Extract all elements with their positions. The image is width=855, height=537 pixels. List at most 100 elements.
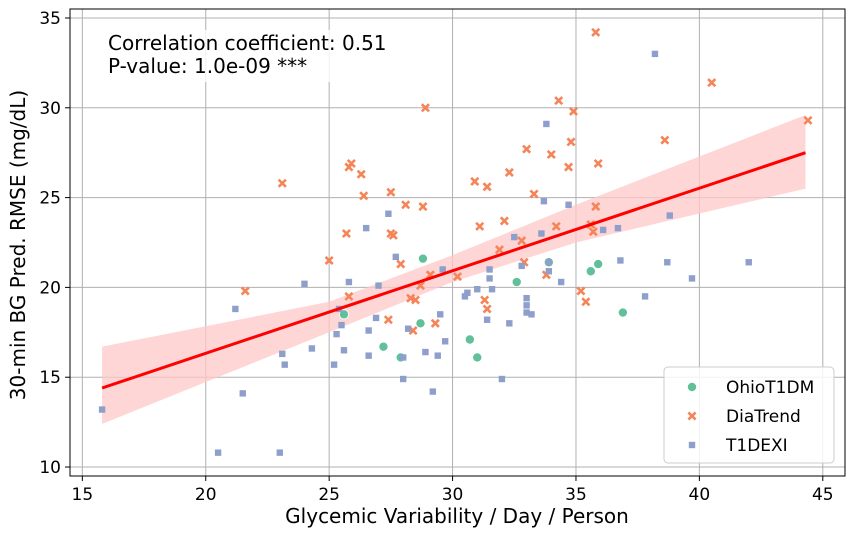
x-marker-stroke <box>504 167 514 177</box>
y-tick-label: 35 <box>39 9 61 29</box>
t1dexi-point <box>345 278 353 286</box>
x-marker-stroke <box>480 295 490 305</box>
diatrend-point <box>383 315 393 325</box>
t1dexi-point <box>365 352 372 359</box>
t1dexi-point <box>538 230 545 237</box>
t1dexi-point <box>523 302 530 309</box>
plot-frame <box>69 8 846 477</box>
diatrend-point <box>480 295 490 305</box>
diatrend-point <box>529 189 539 199</box>
y-tick-label: 25 <box>39 189 61 209</box>
x-marker-stroke <box>803 115 813 125</box>
x-marker-stroke <box>425 270 435 280</box>
t1dexi-point <box>404 325 412 332</box>
legend-label-ohiot1dm: OhioT1DM <box>726 378 814 398</box>
diatrend-point <box>576 286 586 296</box>
ohiot1dm-point <box>511 277 522 288</box>
diatrend-point <box>344 291 354 301</box>
x-marker-stroke <box>388 230 398 240</box>
ohiot1dm-point <box>378 341 389 352</box>
diatrend-point <box>388 230 398 240</box>
diatrend-point <box>564 162 574 172</box>
series-t1dexi <box>98 50 752 456</box>
diatrend-point <box>401 200 411 210</box>
t1dexi-point <box>372 314 380 322</box>
diatrend-point <box>803 115 813 125</box>
x-tick-label: 30 <box>442 485 464 505</box>
y-axis-ticks: 10 15 20 25 30 35 <box>39 9 70 478</box>
x-marker-stroke <box>420 103 430 113</box>
t1dexi-point <box>641 293 649 300</box>
x-marker-stroke <box>452 272 463 282</box>
diatrend-point <box>593 158 603 168</box>
t1dexi-point <box>488 286 496 293</box>
legend-marker-t1dexi <box>688 441 696 449</box>
x-tick-label: 35 <box>565 485 587 505</box>
t1dexi-point <box>232 305 239 313</box>
diatrend-point <box>504 167 514 177</box>
legend-label-t1dexi: T1DEXI <box>725 436 788 456</box>
diatrend-point <box>482 182 492 192</box>
diatrend-point <box>499 216 509 226</box>
ohiot1dm-point <box>415 318 426 329</box>
x-marker-stroke <box>418 202 428 212</box>
diatrend-point <box>588 227 598 237</box>
x-tick-label: 15 <box>72 485 94 505</box>
diatrend-point <box>359 191 369 201</box>
x-marker-stroke <box>581 297 591 307</box>
diatrend-point <box>591 27 601 37</box>
regression-line-group <box>101 151 806 390</box>
diatrend-point <box>386 187 396 197</box>
t1dexi-point <box>362 224 370 232</box>
x-marker-stroke <box>564 162 574 172</box>
ohiot1dm-point <box>417 253 428 264</box>
diatrend-point <box>356 169 366 179</box>
t1dexi-point <box>545 259 553 266</box>
legend-items: OhioT1DM DiaTrend T1DEXI <box>687 378 814 456</box>
x-marker-stroke <box>566 137 576 147</box>
t1dexi-point <box>745 259 752 266</box>
x-marker-stroke <box>344 291 354 301</box>
x-marker-stroke <box>277 178 287 188</box>
ohiot1dm-point <box>617 307 628 318</box>
x-marker-stroke <box>470 176 480 186</box>
diatrend-point <box>240 286 250 296</box>
y-tick-label: 20 <box>39 278 61 298</box>
annotation-correlation: Correlation coefficient: 0.51 <box>108 31 387 55</box>
t1dexi-point <box>486 266 493 273</box>
data-points <box>98 27 813 456</box>
t1dexi-point <box>651 50 659 58</box>
diatrend-point <box>346 158 356 168</box>
ohiot1dm-point <box>593 259 604 270</box>
x-marker-stroke <box>240 286 250 296</box>
x-marker-stroke <box>341 228 351 239</box>
x-marker-stroke <box>499 216 509 226</box>
t1dexi-point <box>400 375 407 383</box>
diatrend-point <box>452 272 463 282</box>
legend-marker-diatrend <box>687 411 697 421</box>
t1dexi-point <box>333 330 340 338</box>
t1dexi-point <box>523 309 530 316</box>
t1dexi-point <box>483 316 491 323</box>
x-marker-stroke <box>517 236 527 246</box>
y-tick-label: 15 <box>39 368 61 388</box>
diatrend-point <box>420 103 430 113</box>
t1dexi-point <box>281 361 288 368</box>
x-marker-stroke <box>408 325 418 336</box>
ohiot1dm-point <box>472 352 483 363</box>
t1dexi-point <box>439 266 446 273</box>
diatrend-point <box>277 178 287 188</box>
legend-marker-ohiot1dm <box>687 381 698 392</box>
diatrend-point <box>494 245 504 255</box>
diatrend-point <box>591 202 601 212</box>
x-marker-stroke <box>386 187 396 197</box>
diatrend-point <box>470 176 480 186</box>
diatrend-point <box>475 221 485 231</box>
x-marker-stroke <box>591 202 601 212</box>
t1dexi-point <box>308 345 316 352</box>
x-marker-stroke <box>401 200 411 210</box>
x-marker-stroke <box>576 286 586 296</box>
x-marker-stroke <box>396 259 406 269</box>
x-tick-label: 45 <box>812 485 834 505</box>
x-tick-label: 20 <box>195 485 217 505</box>
